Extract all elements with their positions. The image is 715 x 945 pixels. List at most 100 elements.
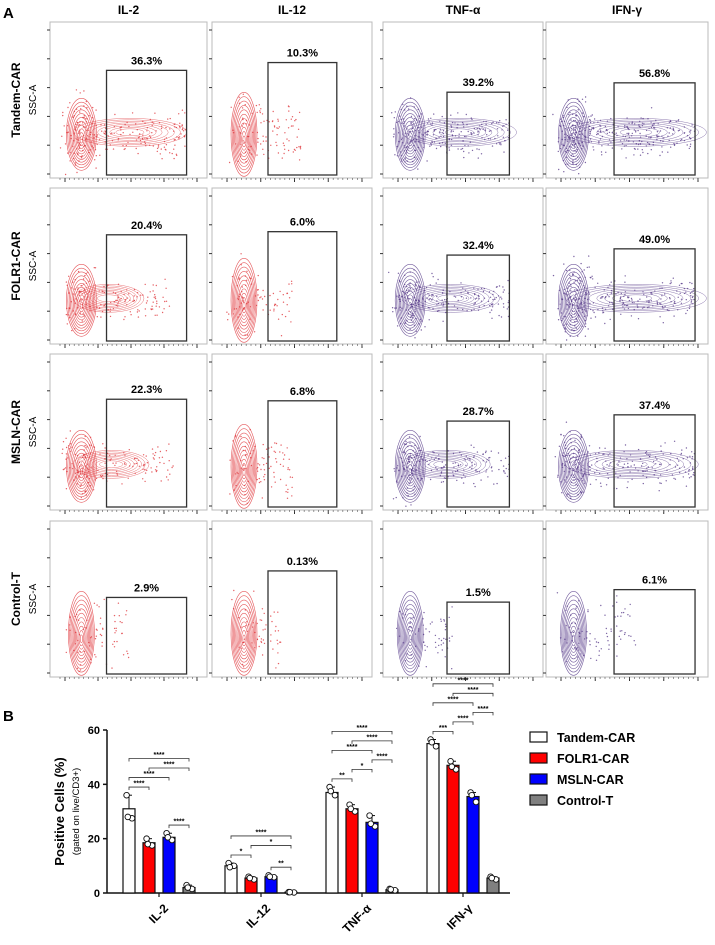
event-dot [116, 474, 119, 476]
contour-line [563, 279, 584, 326]
event-dot [615, 132, 617, 134]
event-dot [400, 122, 403, 124]
event-dot [245, 467, 247, 470]
event-dot [450, 126, 453, 128]
event-dot [128, 465, 131, 467]
event-dot [498, 143, 501, 145]
event-dot [589, 130, 592, 133]
event-dot [106, 473, 109, 476]
event-dot [414, 285, 417, 287]
event-dot [666, 469, 668, 471]
event-dot [100, 316, 102, 318]
event-dot [430, 469, 433, 472]
event-dot [674, 466, 677, 468]
event-dot [475, 469, 477, 471]
event-dot [414, 141, 416, 143]
event-dot [146, 462, 149, 464]
contour-line [68, 591, 95, 676]
event-dot [235, 143, 237, 145]
event-dot [470, 444, 472, 446]
event-dot [469, 466, 471, 468]
event-dot [238, 96, 240, 99]
event-dot [73, 157, 75, 160]
event-dot [159, 461, 161, 464]
event-dot [677, 296, 679, 298]
event-dot [74, 476, 77, 478]
event-dot [462, 482, 465, 484]
event-dot [406, 295, 409, 297]
event-dot [99, 623, 102, 625]
event-dot [408, 146, 410, 148]
contour-line [408, 302, 412, 310]
event-dot [572, 469, 575, 472]
flow-plot-1-1: 6.0% [209, 187, 373, 348]
contour-line [405, 294, 415, 315]
event-dot [645, 135, 647, 137]
event-dot [248, 624, 250, 626]
event-dot [232, 608, 235, 610]
event-dot [71, 463, 73, 465]
event-dot [485, 461, 488, 463]
significance-bracket [128, 777, 170, 781]
event-dot [247, 135, 250, 138]
event-dot [156, 300, 158, 302]
flow-plot-1-2: 32.4% [380, 187, 544, 348]
event-dot [471, 467, 473, 470]
plot-frame [382, 520, 544, 678]
event-dot [672, 127, 674, 129]
event-dot [388, 271, 390, 274]
event-dot [173, 148, 175, 150]
event-dot [409, 328, 411, 330]
event-dot [79, 111, 81, 113]
event-dot [581, 311, 583, 314]
row-label: FOLR1-CAR [9, 231, 23, 301]
event-dot [579, 166, 581, 169]
event-dot [601, 135, 604, 138]
event-dot [154, 469, 157, 471]
event-dot [631, 301, 634, 304]
event-dot [665, 480, 667, 482]
event-dot [265, 304, 267, 306]
event-dot [670, 280, 672, 282]
event-dot [416, 455, 418, 457]
event-dot [408, 309, 410, 311]
event-dot [65, 488, 68, 490]
event-dot [82, 134, 85, 137]
event-dot [624, 304, 626, 306]
event-dot [174, 138, 176, 141]
event-dot [503, 289, 505, 291]
contour-line [565, 118, 707, 147]
event-dot [639, 126, 641, 128]
event-dot [573, 479, 575, 481]
event-dot [637, 318, 640, 320]
event-dot [621, 148, 623, 150]
event-dot [83, 90, 85, 92]
event-dot [507, 301, 509, 304]
event-dot [127, 477, 129, 479]
event-dot [403, 121, 406, 123]
event-dot [580, 477, 582, 480]
contour-line [560, 591, 587, 676]
event-dot [82, 628, 84, 631]
event-dot [506, 475, 509, 478]
event-dot [577, 289, 579, 291]
event-dot [399, 309, 401, 311]
event-dot [496, 122, 498, 124]
event-dot [167, 469, 169, 471]
contour-line [399, 599, 422, 670]
event-dot [484, 128, 486, 130]
contour-line [230, 92, 258, 177]
event-dot [248, 441, 250, 444]
event-dot [559, 124, 561, 127]
event-dot [623, 463, 626, 465]
event-dot [244, 468, 246, 470]
event-dot [570, 442, 572, 444]
event-dot [581, 280, 583, 282]
event-dot [243, 464, 245, 466]
flow-plot-2-2: 28.7% [380, 353, 544, 514]
event-dot [394, 307, 396, 309]
event-dot [469, 141, 471, 143]
event-dot [231, 275, 234, 278]
event-dot [264, 628, 266, 630]
contour-line [84, 454, 139, 475]
